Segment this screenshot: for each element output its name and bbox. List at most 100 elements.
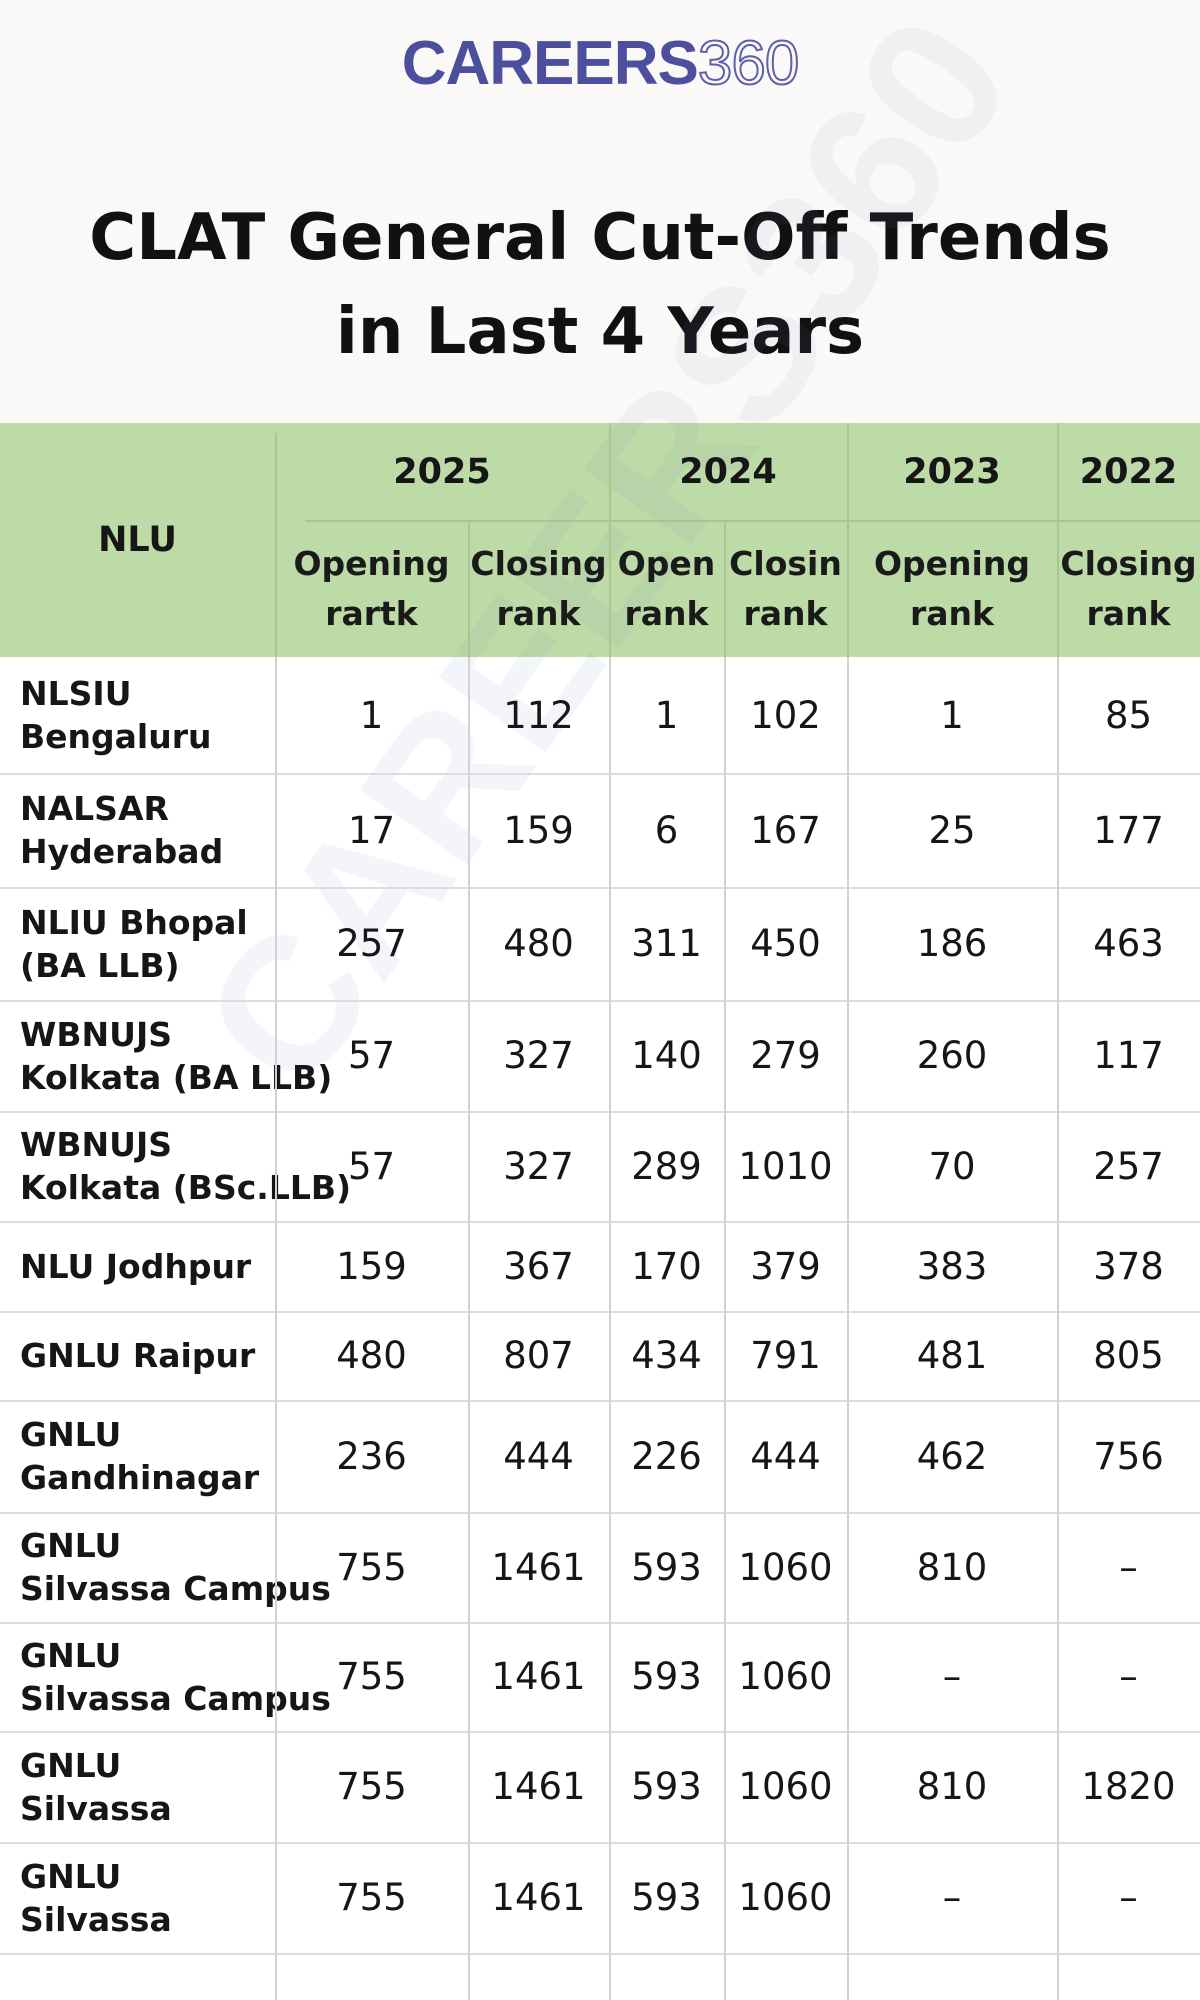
table-cell: 257 xyxy=(275,887,468,1000)
table-cell: 480 xyxy=(275,1311,468,1400)
cell-text: 450 xyxy=(750,922,821,965)
cell-text: 480 xyxy=(336,1334,407,1377)
cell-text: 755 xyxy=(336,1655,407,1698)
cell-text: 480 xyxy=(503,922,574,965)
table-cell: 140 xyxy=(609,1000,724,1111)
table-cell: 170 xyxy=(609,1221,724,1311)
table-cell: 57 xyxy=(275,1000,468,1111)
table-cell: 593 xyxy=(609,1512,724,1622)
cell-text: 159 xyxy=(503,808,574,852)
cell-text: 1461 xyxy=(491,1876,586,1919)
cell-text: 593 xyxy=(631,1655,702,1698)
table-cell: 444 xyxy=(468,1400,609,1512)
row-line xyxy=(0,1953,1200,1955)
year-header: 2024 xyxy=(609,423,847,520)
table-cell: 1820 xyxy=(1057,1731,1200,1842)
sub-header-text: Opening xyxy=(293,543,450,583)
name-line: Silvassa xyxy=(20,1788,172,1828)
sub-header-text: Opening xyxy=(874,543,1030,583)
table-cell: 1 xyxy=(275,657,468,773)
table-cell: 117 xyxy=(1057,1000,1200,1111)
column-line xyxy=(609,657,611,2000)
cell-text: 226 xyxy=(631,1434,702,1478)
cell-text: 159 xyxy=(336,1244,407,1288)
cell-text: 755 xyxy=(336,1876,407,1919)
row-line xyxy=(0,887,1200,889)
table-cell: 807 xyxy=(468,1311,609,1400)
table-cell: 1060 xyxy=(724,1512,847,1622)
sub-header-text: Closin xyxy=(729,543,842,583)
name-line: WBNUJS xyxy=(20,1125,173,1164)
cell-text: 289 xyxy=(631,1144,702,1188)
name-line: (BA LLB) xyxy=(20,945,180,985)
header-divider xyxy=(305,520,1200,522)
table-cell: 755 xyxy=(275,1512,468,1622)
cell-text: 327 xyxy=(503,1034,574,1077)
table-cell: 226 xyxy=(609,1400,724,1512)
table-cell: 367 xyxy=(468,1221,609,1311)
year-text: 2024 xyxy=(679,451,777,492)
cell-text: 70 xyxy=(928,1144,976,1188)
row-line xyxy=(0,1111,1200,1113)
sub-header-text: Open xyxy=(617,543,716,583)
table-cell: 1461 xyxy=(468,1622,609,1731)
name-line: Silvassa Campus xyxy=(20,1569,331,1608)
sub-header-text: Closing xyxy=(470,543,607,583)
cell-text: 17 xyxy=(347,808,396,852)
cell-text: 805 xyxy=(1093,1334,1164,1377)
table-cell: 186 xyxy=(847,887,1057,1000)
name-line: Bengaluru xyxy=(20,717,212,756)
cell-text: 177 xyxy=(1093,808,1164,852)
name-line: Kolkata (BSc.LLB) xyxy=(20,1168,352,1207)
sub-header-text: rartk xyxy=(325,593,418,633)
header-vline xyxy=(609,423,611,657)
table-cell: 463 xyxy=(1057,887,1200,1000)
name-line: Gandhinagar xyxy=(20,1458,260,1497)
cell-text: 1060 xyxy=(738,1545,833,1589)
header-text: NLU xyxy=(98,520,177,560)
table-cell: 378 xyxy=(1057,1221,1200,1311)
table-cell: 481 xyxy=(847,1311,1057,1400)
row-name: NLSIU Bengaluru xyxy=(0,657,275,773)
name-line: WBNUJS xyxy=(20,1014,173,1054)
sub-header-text: rank xyxy=(910,593,994,633)
cell-text: 810 xyxy=(916,1765,988,1808)
sub-header: Opening rank xyxy=(847,520,1057,657)
sub-header-text: rank xyxy=(743,593,828,633)
cell-text: 593 xyxy=(631,1876,702,1919)
table-cell: 260 xyxy=(847,1000,1057,1111)
row-name: NLU Jodhpur xyxy=(0,1221,275,1311)
row-name: GNLU Silvassa xyxy=(0,1842,275,1953)
cell-text: 791 xyxy=(750,1334,821,1377)
cell-text: 1060 xyxy=(738,1765,833,1808)
row-name: NALSAR Hyderabad xyxy=(0,773,275,887)
cell-text: 378 xyxy=(1093,1244,1164,1288)
table-cell: 1461 xyxy=(468,1512,609,1622)
header-cell: NLU xyxy=(0,423,275,657)
table-cell: – xyxy=(1057,1512,1200,1622)
sub-header: Closing rank xyxy=(468,520,609,657)
table-cell: 1060 xyxy=(724,1731,847,1842)
table-cell: – xyxy=(847,1842,1057,1953)
column-line xyxy=(724,657,726,2000)
table-cell: 1461 xyxy=(468,1842,609,1953)
column-line xyxy=(275,657,277,2000)
table-cell: 289 xyxy=(609,1111,724,1221)
name-line: NLIU Bhopal xyxy=(20,902,248,942)
table-cell: 327 xyxy=(468,1111,609,1221)
table-cell: 1060 xyxy=(724,1622,847,1731)
table xyxy=(0,423,1200,2000)
column-line xyxy=(468,657,470,2000)
sub-header: Closing rank xyxy=(1057,520,1200,657)
table-cell: 1060 xyxy=(724,1842,847,1953)
table-cell: 450 xyxy=(724,887,847,1000)
row-line xyxy=(0,1622,1200,1624)
table-cell: 756 xyxy=(1057,1400,1200,1512)
header-bg xyxy=(0,423,1200,657)
table-cell: 279 xyxy=(724,1000,847,1111)
header-vline xyxy=(275,433,277,657)
table-cell: 383 xyxy=(847,1221,1057,1311)
cell-text: – xyxy=(942,1655,962,1698)
year-header: 2022 xyxy=(1057,423,1200,520)
row-name: GNLU Raipur xyxy=(0,1311,275,1400)
